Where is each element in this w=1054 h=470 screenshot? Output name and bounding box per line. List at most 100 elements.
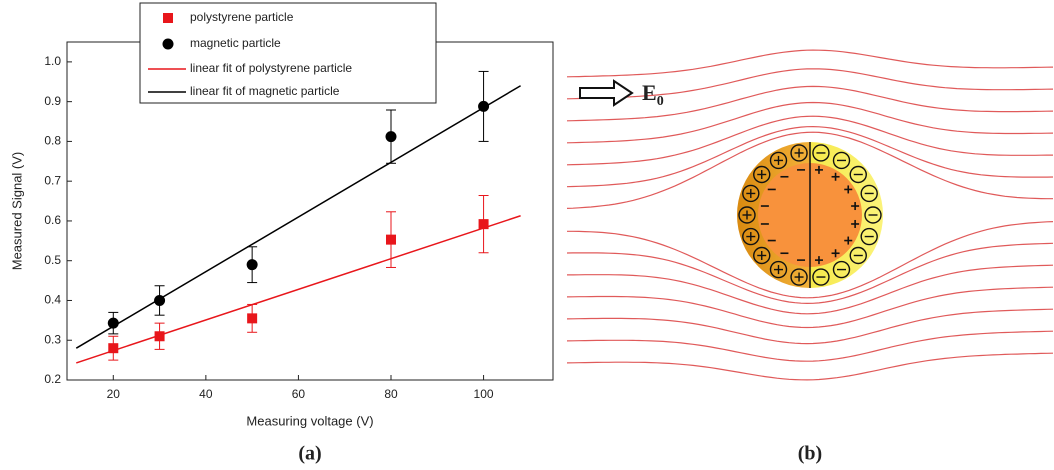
field-line [566, 330, 1054, 362]
field-line [567, 221, 1054, 299]
positive-charge [769, 151, 788, 170]
y-tick-label: 0.2 [44, 372, 61, 386]
charge-ring [860, 227, 878, 246]
marker [478, 219, 489, 230]
legend-box [139, 2, 437, 104]
negative-charge [832, 151, 851, 170]
positive-charge [753, 246, 771, 265]
fit-line [75, 85, 521, 349]
charge-ring [769, 260, 788, 279]
positive-charge [738, 206, 756, 224]
x-tick-label: 80 [384, 387, 398, 401]
y-tick-label: 0.8 [44, 134, 61, 148]
charge-ring [860, 184, 878, 203]
negative-charge [864, 206, 882, 224]
panel-label: (a) [298, 443, 321, 465]
field-line [566, 352, 1054, 381]
field-arrow [579, 79, 634, 107]
diagram-b: E0 (b) [566, 49, 1054, 465]
marker [107, 317, 119, 329]
inner-positive [814, 256, 823, 265]
negative-charge [860, 184, 878, 203]
charge-ring [790, 144, 808, 162]
positive-charge [742, 184, 760, 203]
field-line [566, 308, 1054, 345]
positive-charge [742, 227, 760, 246]
field-line [566, 115, 1053, 166]
inner-positive [844, 236, 853, 245]
legend-label: linear fit of magnetic particle [190, 84, 340, 98]
marker [108, 343, 119, 354]
charge-ring [812, 144, 830, 162]
inner-positive [851, 202, 860, 211]
fit-line [76, 215, 521, 364]
legend-label: polystyrene particle [190, 10, 294, 24]
marker [385, 131, 397, 143]
marker [246, 259, 258, 271]
y-tick-label: 0.9 [44, 94, 61, 108]
charges [738, 144, 882, 286]
positive-charge [790, 268, 808, 286]
charge-ring [864, 206, 882, 224]
marker [154, 294, 166, 306]
field-line [566, 125, 1054, 188]
positive-charge [790, 144, 808, 162]
charge-ring [753, 165, 771, 184]
negative-charge [832, 260, 851, 279]
charge-ring [753, 246, 771, 265]
negative-charge [849, 165, 867, 184]
negative-charge [860, 227, 878, 246]
x-tick-label: 60 [292, 387, 306, 401]
positive-charge [753, 165, 771, 184]
marker [154, 331, 165, 342]
y-tick-label: 1.0 [44, 54, 61, 68]
positive-charge [769, 260, 788, 279]
charge-ring [849, 246, 867, 265]
panel-label: (b) [798, 443, 822, 465]
charge-ring [738, 206, 756, 224]
marker [247, 313, 258, 324]
y-tick-label: 0.5 [44, 253, 61, 267]
inner-positive [814, 165, 823, 174]
negative-charge [849, 246, 867, 265]
y-tick-label: 0.7 [44, 173, 61, 187]
charge-ring [812, 268, 830, 286]
charge-ring [742, 227, 760, 246]
field-symbol: E [642, 80, 657, 105]
field-lines [566, 49, 1054, 381]
charge-ring [849, 165, 867, 184]
charge-ring [769, 151, 788, 170]
inner-positive [831, 249, 840, 258]
field-label: E0 [642, 80, 664, 109]
field-line [566, 131, 1053, 209]
x-axis-title: Measuring voltage (V) [246, 413, 373, 428]
field-line [566, 49, 1054, 78]
marker [386, 234, 396, 245]
inner-positive [831, 172, 840, 181]
field-line [566, 242, 1054, 305]
field-line [566, 85, 1054, 122]
charge-ring [742, 184, 760, 203]
field-line [567, 264, 1054, 315]
charge-ring [832, 151, 851, 170]
x-tick-label: 100 [474, 387, 494, 401]
negative-charge [812, 144, 830, 162]
inner-positive [844, 185, 853, 194]
marker [478, 100, 490, 112]
legend-label: magnetic particle [190, 36, 281, 50]
legend-label: linear fit of polystyrene particle [190, 61, 352, 75]
legend-marker [163, 13, 173, 23]
field-line [566, 68, 1054, 100]
y-tick-label: 0.3 [44, 332, 61, 346]
field-line [566, 101, 1054, 144]
x-tick-label: 20 [107, 387, 121, 401]
charge-ring [832, 260, 851, 279]
x-tick-label: 40 [199, 387, 213, 401]
y-tick-label: 0.6 [44, 213, 61, 227]
charge-ring [790, 268, 808, 286]
y-axis-title: Measured Signal (V) [9, 152, 24, 271]
chart-a: Measuring voltage (V) Measured Signal (V… [9, 2, 554, 465]
legend-marker [162, 38, 174, 50]
